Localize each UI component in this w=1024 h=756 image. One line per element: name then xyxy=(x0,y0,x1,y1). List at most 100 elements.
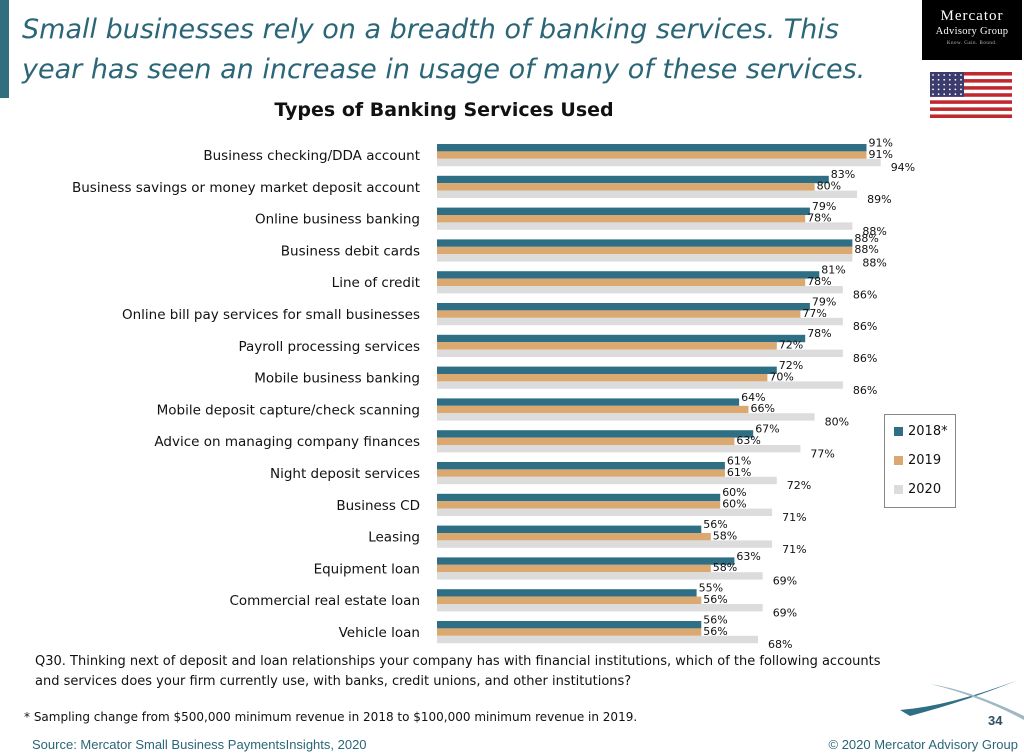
banking-services-chart: Types of Banking Services Used Business … xyxy=(72,99,915,651)
value-label-2020-advice-on-managing-company-finances: 77% xyxy=(810,447,834,460)
bar-2018-advice-on-managing-company-finances xyxy=(437,430,754,438)
source-note: Source: Mercator Small Business Payments… xyxy=(32,737,367,752)
bar-2020-leasing xyxy=(437,540,773,548)
legend-label-2020: 2020 xyxy=(908,481,942,497)
category-label-business-debit-cards: Business debit cards xyxy=(281,243,420,259)
bar-2018-online-business-banking xyxy=(437,207,810,215)
bar-2018-line-of-credit xyxy=(437,271,820,279)
value-label-2020-online-business-banking: 88% xyxy=(862,225,886,238)
logo-line-1: Mercator xyxy=(940,8,1004,24)
bar-2019-commercial-real-estate-loan xyxy=(437,596,702,604)
bar-2020-commercial-real-estate-loan xyxy=(437,604,763,612)
bar-2018-business-checking-dda-account xyxy=(437,144,867,152)
category-label-commercial-real-estate-loan: Commercial real estate loan xyxy=(229,593,420,609)
value-label-2018-online-bill-pay-services-for-small-businesses: 79% xyxy=(812,295,836,308)
bar-2019-leasing xyxy=(437,533,711,541)
bar-2018-mobile-deposit-capture-check-scanning xyxy=(437,398,740,406)
bar-2019-line-of-credit xyxy=(437,278,806,286)
bar-2018-night-deposit-services xyxy=(437,462,725,470)
value-label-2020-line-of-credit: 86% xyxy=(853,288,877,301)
bar-2018-equipment-loan xyxy=(437,557,735,565)
value-label-2020-business-debit-cards: 88% xyxy=(862,257,886,270)
value-label-2019-business-debit-cards: 88% xyxy=(854,243,878,256)
value-label-2020-business-checking-dda-account: 94% xyxy=(891,161,915,174)
value-label-2018-business-savings-or-money-market-deposit-account: 83% xyxy=(831,168,855,181)
value-label-2018-mobile-business-banking: 72% xyxy=(779,359,803,372)
value-label-2020-mobile-business-banking: 86% xyxy=(853,384,877,397)
us-flag-icon xyxy=(930,72,1012,118)
copyright-note: © 2020 Mercator Advisory Group xyxy=(828,737,1019,752)
value-label-2020-mobile-deposit-capture-check-scanning: 80% xyxy=(825,416,849,429)
survey-question: Q30. Thinking next of deposit and loan r… xyxy=(35,654,881,689)
value-label-2019-night-deposit-services: 61% xyxy=(727,466,751,479)
value-label-2018-mobile-deposit-capture-check-scanning: 64% xyxy=(741,391,765,404)
bar-2020-line-of-credit xyxy=(437,286,843,294)
value-label-2019-advice-on-managing-company-finances: 63% xyxy=(736,434,760,447)
category-label-online-bill-pay-services-for-small-businesses: Online bill pay services for small busin… xyxy=(122,307,420,323)
value-label-2020-business-savings-or-money-market-deposit-account: 89% xyxy=(867,193,891,206)
value-label-2018-night-deposit-services: 61% xyxy=(727,454,751,467)
value-label-2018-vehicle-loan: 56% xyxy=(703,613,727,626)
value-label-2018-online-business-banking: 79% xyxy=(812,200,836,213)
bar-2019-online-bill-pay-services-for-small-businesses xyxy=(437,310,801,318)
category-label-advice-on-managing-company-finances: Advice on managing company finances xyxy=(154,434,420,450)
value-label-2020-equipment-loan: 69% xyxy=(773,575,797,588)
bar-2018-commercial-real-estate-loan xyxy=(437,589,697,597)
bar-2018-vehicle-loan xyxy=(437,621,702,629)
value-label-2019-business-checking-dda-account: 91% xyxy=(869,148,893,161)
bar-2019-payroll-processing-services xyxy=(437,342,777,350)
bar-2018-business-cd xyxy=(437,493,721,502)
value-label-2019-mobile-business-banking: 70% xyxy=(769,370,793,383)
category-label-line-of-credit: Line of credit xyxy=(332,275,420,291)
bar-2020-business-savings-or-money-market-deposit-account xyxy=(437,190,858,198)
bar-2020-advice-on-managing-company-finances xyxy=(437,445,801,453)
value-label-2019-commercial-real-estate-loan: 56% xyxy=(703,593,727,606)
value-label-2018-business-cd: 60% xyxy=(722,486,746,499)
sampling-footnote: * Sampling change from $500,000 minimum … xyxy=(24,710,638,724)
bar-2019-night-deposit-services xyxy=(437,469,725,477)
value-label-2018-line-of-credit: 81% xyxy=(821,264,845,277)
page-number: 34 xyxy=(988,713,1003,728)
category-label-mobile-business-banking: Mobile business banking xyxy=(254,371,420,387)
legend-label-2018: 2018* xyxy=(908,423,948,439)
legend-item-2019: 2019 xyxy=(894,451,941,469)
value-label-2019-payroll-processing-services: 72% xyxy=(779,339,803,352)
value-label-2020-night-deposit-services: 72% xyxy=(787,479,811,492)
slide-headline: Small businesses rely on a breadth of ba… xyxy=(22,14,866,85)
mercator-logo: Mercator Advisory Group Know. Gain. Boun… xyxy=(922,0,1022,60)
chart-title: Types of Banking Services Used xyxy=(274,99,613,121)
value-label-2020-vehicle-loan: 68% xyxy=(768,638,792,651)
bar-2020-business-checking-dda-account xyxy=(437,158,881,167)
category-label-night-deposit-services: Night deposit services xyxy=(270,466,420,482)
bar-2020-business-cd xyxy=(437,508,773,516)
chart-legend: 2018* 2019 2020 xyxy=(884,414,956,508)
bar-2020-online-business-banking xyxy=(437,222,853,230)
category-label-vehicle-loan: Vehicle loan xyxy=(339,625,420,641)
logo-line-2: Advisory Group xyxy=(935,26,1009,37)
legend-item-2020: 2020 xyxy=(894,480,941,498)
bar-2020-payroll-processing-services xyxy=(437,349,843,357)
bar-2019-equipment-loan xyxy=(437,564,711,573)
accent-bar xyxy=(0,0,9,98)
bar-2019-mobile-business-banking xyxy=(437,374,768,382)
bar-2018-business-savings-or-money-market-deposit-account xyxy=(437,175,829,184)
category-label-equipment-loan: Equipment loan xyxy=(314,561,420,577)
bar-2019-mobile-deposit-capture-check-scanning xyxy=(437,405,749,414)
bar-2019-business-checking-dda-account xyxy=(437,151,867,159)
value-label-2018-payroll-processing-services: 78% xyxy=(807,327,831,340)
bar-2018-business-debit-cards xyxy=(437,239,853,247)
value-label-2018-business-checking-dda-account: 91% xyxy=(869,136,893,149)
value-label-2019-mobile-deposit-capture-check-scanning: 66% xyxy=(751,402,775,415)
legend-swatch-2018 xyxy=(894,426,903,436)
bar-2020-equipment-loan xyxy=(437,572,763,580)
bar-2019-advice-on-managing-company-finances xyxy=(437,437,735,445)
legend-swatch-2020 xyxy=(894,484,903,494)
value-label-2018-business-debit-cards: 88% xyxy=(854,232,878,245)
swoosh-icon xyxy=(900,680,1024,720)
bar-2018-payroll-processing-services xyxy=(437,334,806,343)
category-label-business-savings-or-money-market-deposit-account: Business savings or money market deposit… xyxy=(72,180,420,196)
bar-2020-mobile-deposit-capture-check-scanning xyxy=(437,413,815,421)
bar-2019-business-cd xyxy=(437,501,721,509)
value-label-2018-advice-on-managing-company-finances: 67% xyxy=(755,423,779,436)
bar-2019-business-savings-or-money-market-deposit-account xyxy=(437,183,815,191)
